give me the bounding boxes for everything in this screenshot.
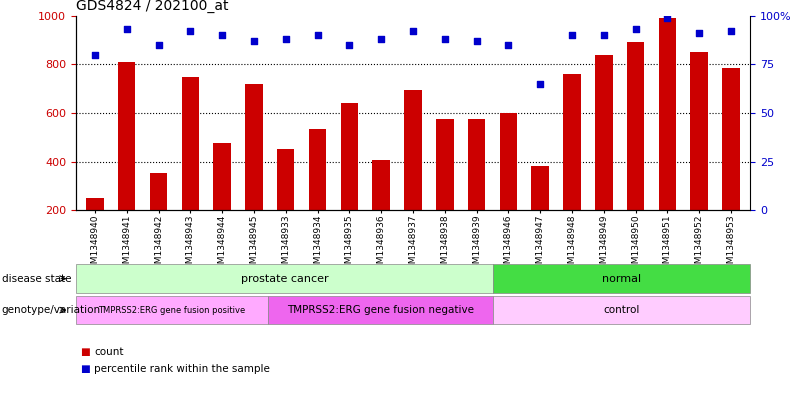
Bar xyxy=(468,119,485,259)
Text: control: control xyxy=(603,305,640,315)
Bar xyxy=(118,62,136,259)
Point xyxy=(247,38,260,44)
Text: ■: ■ xyxy=(80,347,89,357)
Text: ■: ■ xyxy=(80,364,89,375)
Bar xyxy=(627,42,644,259)
Point xyxy=(152,42,165,48)
Point xyxy=(502,42,515,48)
Point xyxy=(693,30,705,37)
Bar xyxy=(341,103,358,259)
Text: count: count xyxy=(94,347,124,357)
Bar xyxy=(722,68,740,259)
Bar xyxy=(658,18,676,259)
Point xyxy=(661,15,674,21)
Bar xyxy=(500,113,517,259)
Point xyxy=(89,51,101,58)
Point xyxy=(311,32,324,38)
Text: percentile rank within the sample: percentile rank within the sample xyxy=(94,364,270,375)
Bar xyxy=(373,160,390,259)
Point xyxy=(534,81,547,87)
Bar xyxy=(245,84,263,259)
Bar xyxy=(531,167,549,259)
Point xyxy=(375,36,388,42)
Bar xyxy=(277,149,294,259)
Point xyxy=(343,42,356,48)
Point xyxy=(279,36,292,42)
Text: prostate cancer: prostate cancer xyxy=(241,274,328,284)
Point xyxy=(725,28,737,35)
Text: genotype/variation: genotype/variation xyxy=(2,305,101,315)
Bar xyxy=(182,77,199,259)
Text: TMPRSS2:ERG gene fusion positive: TMPRSS2:ERG gene fusion positive xyxy=(98,306,246,314)
Point xyxy=(215,32,228,38)
Bar xyxy=(405,90,421,259)
Text: normal: normal xyxy=(602,274,642,284)
Point xyxy=(630,26,642,33)
Bar xyxy=(86,198,104,259)
Text: GDS4824 / 202100_at: GDS4824 / 202100_at xyxy=(76,0,228,13)
Text: disease state: disease state xyxy=(2,274,71,284)
Point xyxy=(438,36,451,42)
Bar xyxy=(563,74,581,259)
Point xyxy=(598,32,610,38)
Bar xyxy=(690,52,708,259)
Point xyxy=(470,38,483,44)
Text: TMPRSS2:ERG gene fusion negative: TMPRSS2:ERG gene fusion negative xyxy=(287,305,474,315)
Point xyxy=(184,28,196,35)
Point xyxy=(120,26,133,33)
Bar xyxy=(595,55,613,259)
Point xyxy=(406,28,419,35)
Point xyxy=(566,32,579,38)
Bar xyxy=(436,119,453,259)
Bar xyxy=(150,173,168,259)
Bar xyxy=(213,143,231,259)
Bar xyxy=(309,129,326,259)
